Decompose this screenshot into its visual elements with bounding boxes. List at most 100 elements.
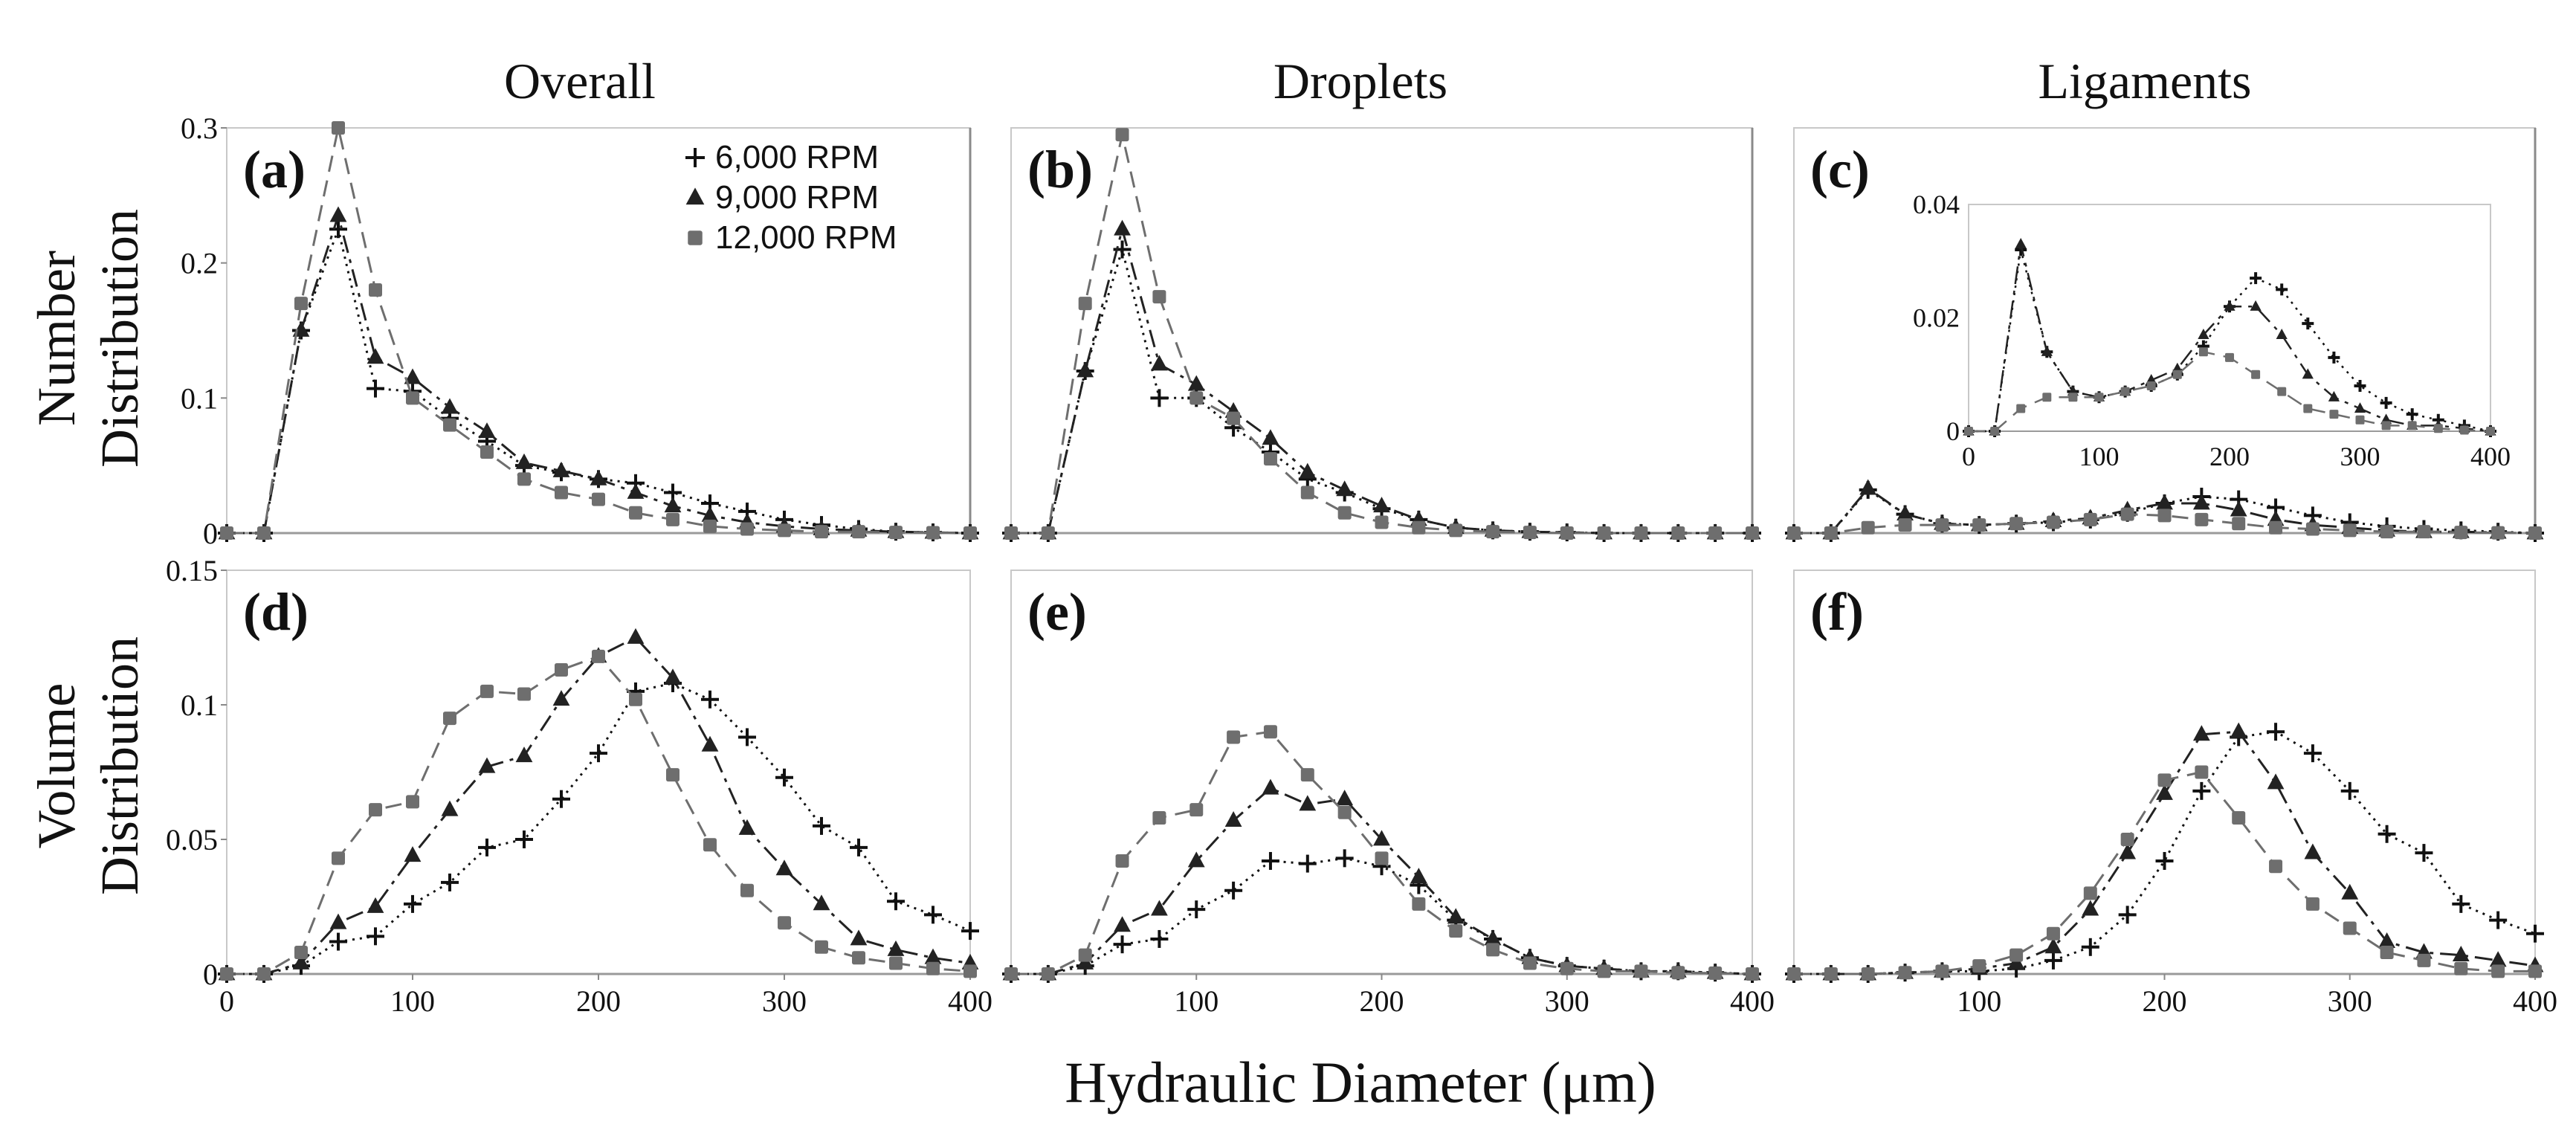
series-point-square-220 bbox=[629, 506, 642, 520]
panel-frame bbox=[1793, 570, 2536, 975]
series-point-square-0 bbox=[220, 967, 233, 981]
inset-x-tick-label: 400 bbox=[2470, 442, 2511, 471]
series-line-square bbox=[1794, 513, 2536, 535]
series-point-square-180 bbox=[555, 485, 568, 500]
series-point-square-260 bbox=[703, 519, 717, 533]
x-tick-label: 0 bbox=[219, 984, 234, 1018]
row-label-number-line1: Number bbox=[27, 251, 86, 426]
series-point-square-40 bbox=[294, 297, 308, 311]
series-point-plus-140 bbox=[1261, 851, 1279, 870]
series-point-square-400 bbox=[2528, 526, 2542, 540]
series-point-plus-300 bbox=[775, 768, 793, 787]
y-tick-label: 0.3 bbox=[181, 112, 218, 145]
series-point-square-260 bbox=[2269, 520, 2283, 535]
series-point-square-400 bbox=[963, 964, 977, 978]
x-tick-label: 400 bbox=[2513, 984, 2557, 1018]
series-point-square-20 bbox=[1824, 967, 1838, 981]
panel-e: 100 200 300 400 (e) bbox=[1002, 570, 1775, 1018]
series-point-triangle-180 bbox=[2119, 843, 2137, 859]
series-point-triangle-260 bbox=[2267, 773, 2285, 790]
series-point-triangle-140 bbox=[478, 757, 496, 773]
series-point-square-360 bbox=[889, 956, 903, 970]
series-point-square-40 bbox=[1078, 297, 1092, 311]
series-point-square-120 bbox=[1227, 730, 1241, 744]
inset-series-point-square-120 bbox=[2120, 387, 2130, 396]
series-point-triangle-60 bbox=[1114, 916, 1131, 932]
y-tick-label: 0.1 bbox=[181, 381, 218, 415]
series-point-triangle-220 bbox=[627, 483, 645, 499]
series-point-square-80 bbox=[1152, 811, 1166, 825]
series-point-square-360 bbox=[2454, 961, 2468, 975]
series-point-square-160 bbox=[517, 687, 531, 701]
inset-series-point-square-40 bbox=[2016, 404, 2026, 413]
series-point-square-340 bbox=[1634, 526, 1648, 540]
series-point-square-140 bbox=[480, 445, 494, 459]
series-point-square-80 bbox=[1935, 518, 1949, 532]
series-point-triangle-160 bbox=[2082, 900, 2099, 916]
series-point-triangle-60 bbox=[329, 206, 347, 222]
inset-chart: 0 0.02 0.04 0 100 200 300 400 bbox=[1913, 190, 2511, 471]
series-point-plus-160 bbox=[515, 830, 533, 848]
row-label-volume-line2: Distribution bbox=[90, 636, 149, 895]
series-point-triangle-240 bbox=[664, 497, 682, 513]
series-point-triangle-160 bbox=[1299, 462, 1317, 479]
inset-series-point-square-60 bbox=[2042, 393, 2052, 402]
x-tick-label: 300 bbox=[2328, 984, 2372, 1018]
series-point-square-180 bbox=[1337, 805, 1352, 819]
series-point-square-220 bbox=[1412, 520, 1426, 535]
series-point-triangle-220 bbox=[627, 628, 645, 644]
series-point-triangle-100 bbox=[404, 846, 422, 862]
series-point-square-360 bbox=[2454, 526, 2468, 540]
series-point-plus-80 bbox=[367, 927, 384, 946]
series-point-triangle-380 bbox=[924, 948, 942, 964]
legend-marker-plus bbox=[685, 148, 705, 167]
series-point-square-100 bbox=[1189, 803, 1204, 817]
series-point-square-80 bbox=[369, 283, 382, 297]
row-label-volume-line1: Volume bbox=[27, 683, 86, 849]
series-point-triangle-140 bbox=[2044, 938, 2062, 954]
series-point-triangle-360 bbox=[887, 940, 905, 956]
series-point-square-280 bbox=[1523, 526, 1537, 540]
y-tick-label: 0.05 bbox=[166, 823, 218, 856]
series-line-triangle bbox=[1794, 487, 2536, 535]
series-point-square-60 bbox=[1898, 518, 1912, 532]
inset-series-point-triangle-240 bbox=[2276, 328, 2288, 339]
series-point-triangle-120 bbox=[1224, 811, 1242, 828]
panel-label-a: (a) bbox=[243, 140, 306, 199]
series-point-triangle-160 bbox=[515, 453, 533, 469]
y-tick-label: 0.15 bbox=[166, 554, 218, 587]
series-point-triangle-260 bbox=[701, 506, 719, 522]
series-point-square-100 bbox=[1189, 391, 1204, 405]
series-point-square-400 bbox=[2528, 964, 2542, 978]
series-point-square-120 bbox=[1227, 411, 1241, 425]
series-point-square-340 bbox=[2417, 525, 2431, 539]
series-line-plus bbox=[1011, 856, 1753, 975]
series-point-square-140 bbox=[2046, 515, 2060, 529]
series-point-triangle-200 bbox=[590, 469, 607, 485]
x-tick-label: 200 bbox=[2143, 984, 2187, 1018]
x-tick-label: 300 bbox=[762, 984, 807, 1018]
series-point-square-280 bbox=[2305, 897, 2320, 911]
x-tick-label: 100 bbox=[1957, 984, 2001, 1018]
series-point-square-300 bbox=[1560, 961, 1574, 975]
series-point-square-300 bbox=[1560, 526, 1574, 540]
series-point-plus-120 bbox=[1224, 881, 1243, 900]
series-point-plus-340 bbox=[2415, 844, 2433, 862]
inset-series-point-square-240 bbox=[2277, 387, 2287, 396]
series-point-square-60 bbox=[1898, 966, 1912, 980]
legend-label-6000: 6,000 RPM bbox=[715, 139, 879, 175]
series-point-square-340 bbox=[852, 951, 865, 965]
series-point-square-0 bbox=[1787, 526, 1801, 540]
panel-c: (c) 0 0.02 0.04 0 100 200 300 400 bbox=[1785, 127, 2544, 542]
inset-series-point-square-100 bbox=[2094, 393, 2104, 402]
series-point-plus-200 bbox=[590, 744, 607, 763]
legend-entry-9000: 9,000 RPM bbox=[685, 179, 879, 216]
inset-series-point-square-20 bbox=[1990, 427, 2000, 436]
series-point-square-260 bbox=[1486, 943, 1500, 957]
row-label-number-line2: Distribution bbox=[90, 209, 149, 468]
series-point-triangle-100 bbox=[404, 368, 422, 384]
series-point-square-140 bbox=[1263, 452, 1277, 466]
series-point-square-260 bbox=[703, 838, 717, 852]
series-point-triangle-80 bbox=[367, 897, 384, 913]
series-point-plus-400 bbox=[961, 922, 979, 941]
